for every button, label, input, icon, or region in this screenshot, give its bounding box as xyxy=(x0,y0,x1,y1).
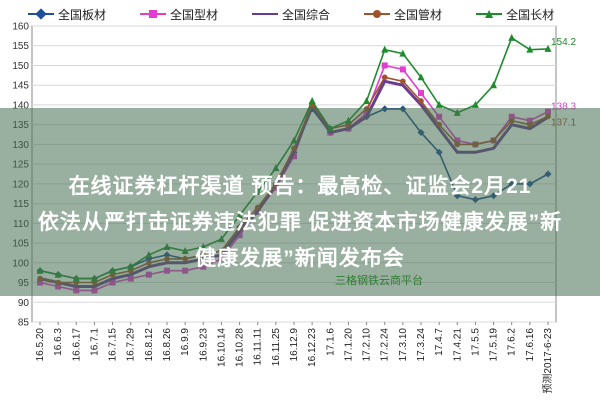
legend-item-pipe: 全国管材 xyxy=(364,6,442,23)
y-tick-label: 90 xyxy=(18,298,30,309)
data-point xyxy=(399,49,407,57)
x-tick-label: 16.7.1 xyxy=(89,328,100,356)
data-point xyxy=(508,33,516,41)
data-label: 154.2 xyxy=(551,37,576,48)
x-tick-label: 16.11.25 xyxy=(271,328,282,367)
x-tick-label: 17.3.24 xyxy=(416,328,427,362)
data-label: 138.3 xyxy=(551,102,576,113)
data-point xyxy=(544,44,552,52)
data-point xyxy=(418,98,424,104)
data-point xyxy=(381,74,388,81)
legend-item-long: 全国长材 xyxy=(476,6,554,23)
x-tick-label: 16.6.3 xyxy=(53,328,64,356)
x-tick-label: 17.6.2 xyxy=(507,328,518,356)
news-overlay-line-3: 健康发展”新闻发布会 xyxy=(195,247,405,270)
legend-label: 全国综合 xyxy=(282,7,331,22)
legend-swatch-icon xyxy=(140,9,167,19)
legend-label: 全国型材 xyxy=(170,7,219,22)
x-tick-label: 16.9.23 xyxy=(198,328,209,362)
x-tick-label: 16.12.9 xyxy=(289,328,300,362)
x-tick-label: 16.8.12 xyxy=(144,328,155,362)
x-tick-label: 16.7.29 xyxy=(126,328,137,362)
legend-item-composite: 全国综合 xyxy=(252,6,330,23)
x-tick-label: 17.4.21 xyxy=(452,328,463,362)
data-point xyxy=(308,96,316,104)
y-tick-label: 140 xyxy=(12,100,29,111)
x-tick-label: 16.9.9 xyxy=(180,328,191,356)
x-tick-label: 预测2017-6-23 xyxy=(541,328,554,394)
legend-label: 全国板材 xyxy=(58,7,107,22)
legend-swatch-icon xyxy=(28,8,54,20)
legend-swatch-icon xyxy=(476,9,503,19)
legend-item-section: 全国型材 xyxy=(140,6,218,23)
x-tick-label: 16.5.20 xyxy=(35,328,46,362)
legend-swatch-icon xyxy=(252,9,279,19)
data-point xyxy=(417,73,425,81)
watermark-text: 三格钢铁云商平台 xyxy=(335,275,423,287)
x-tick-label: 16.8.26 xyxy=(162,328,173,362)
x-tick-label: 16.12.23 xyxy=(307,328,318,367)
x-tick-label: 16.10.14 xyxy=(216,328,227,367)
x-tick-label: 17.3.10 xyxy=(398,328,409,362)
x-tick-label: 17.2.10 xyxy=(362,328,373,362)
x-tick-label: 17.4.7 xyxy=(434,328,445,356)
legend-swatch-icon xyxy=(364,9,391,19)
x-tick-label: 16.7.15 xyxy=(108,328,119,362)
data-point xyxy=(381,45,389,53)
data-point xyxy=(526,45,534,53)
data-point xyxy=(381,62,388,69)
legend-label: 全国管材 xyxy=(394,7,443,22)
x-tick-label: 17.1.20 xyxy=(343,328,354,362)
legend-item-plate: 全国板材 xyxy=(28,6,106,23)
news-overlay-line-2: 依法从严打击证券违法犯罪 促进资本市场健康发展”新 xyxy=(37,211,563,234)
x-tick-label: 16.6.17 xyxy=(71,328,82,362)
data-point xyxy=(399,66,406,73)
y-tick-label: 160 xyxy=(12,22,29,33)
y-tick-label: 155 xyxy=(12,41,29,52)
x-tick-label: 16.11.11 xyxy=(253,328,264,366)
data-point xyxy=(400,78,406,85)
x-tick-label: 17.2.24 xyxy=(380,328,391,362)
data-point xyxy=(363,96,371,104)
data-point xyxy=(418,90,424,97)
y-tick-label: 150 xyxy=(12,61,29,72)
x-tick-label: 17.5.19 xyxy=(489,328,500,362)
x-tick-label: 16.10.28 xyxy=(235,328,246,367)
data-point xyxy=(490,81,498,89)
chart-legend: 全国板材 全国型材 全国综合 全国管材 全国长材 xyxy=(28,4,554,24)
y-tick-label: 85 xyxy=(18,318,30,329)
x-tick-label: 17.1.6 xyxy=(325,328,336,356)
data-point xyxy=(471,100,479,108)
legend-label: 全国长材 xyxy=(506,7,555,22)
x-tick-label: 17.5.5 xyxy=(470,328,481,356)
x-tick-label: 17.6.16 xyxy=(525,328,536,362)
news-overlay-band xyxy=(0,108,600,296)
y-tick-label: 145 xyxy=(12,81,29,92)
data-point xyxy=(435,100,443,108)
news-overlay-line-1: 在线证券杠杆渠道 预告：最高检、证监会2月21 xyxy=(68,175,532,198)
